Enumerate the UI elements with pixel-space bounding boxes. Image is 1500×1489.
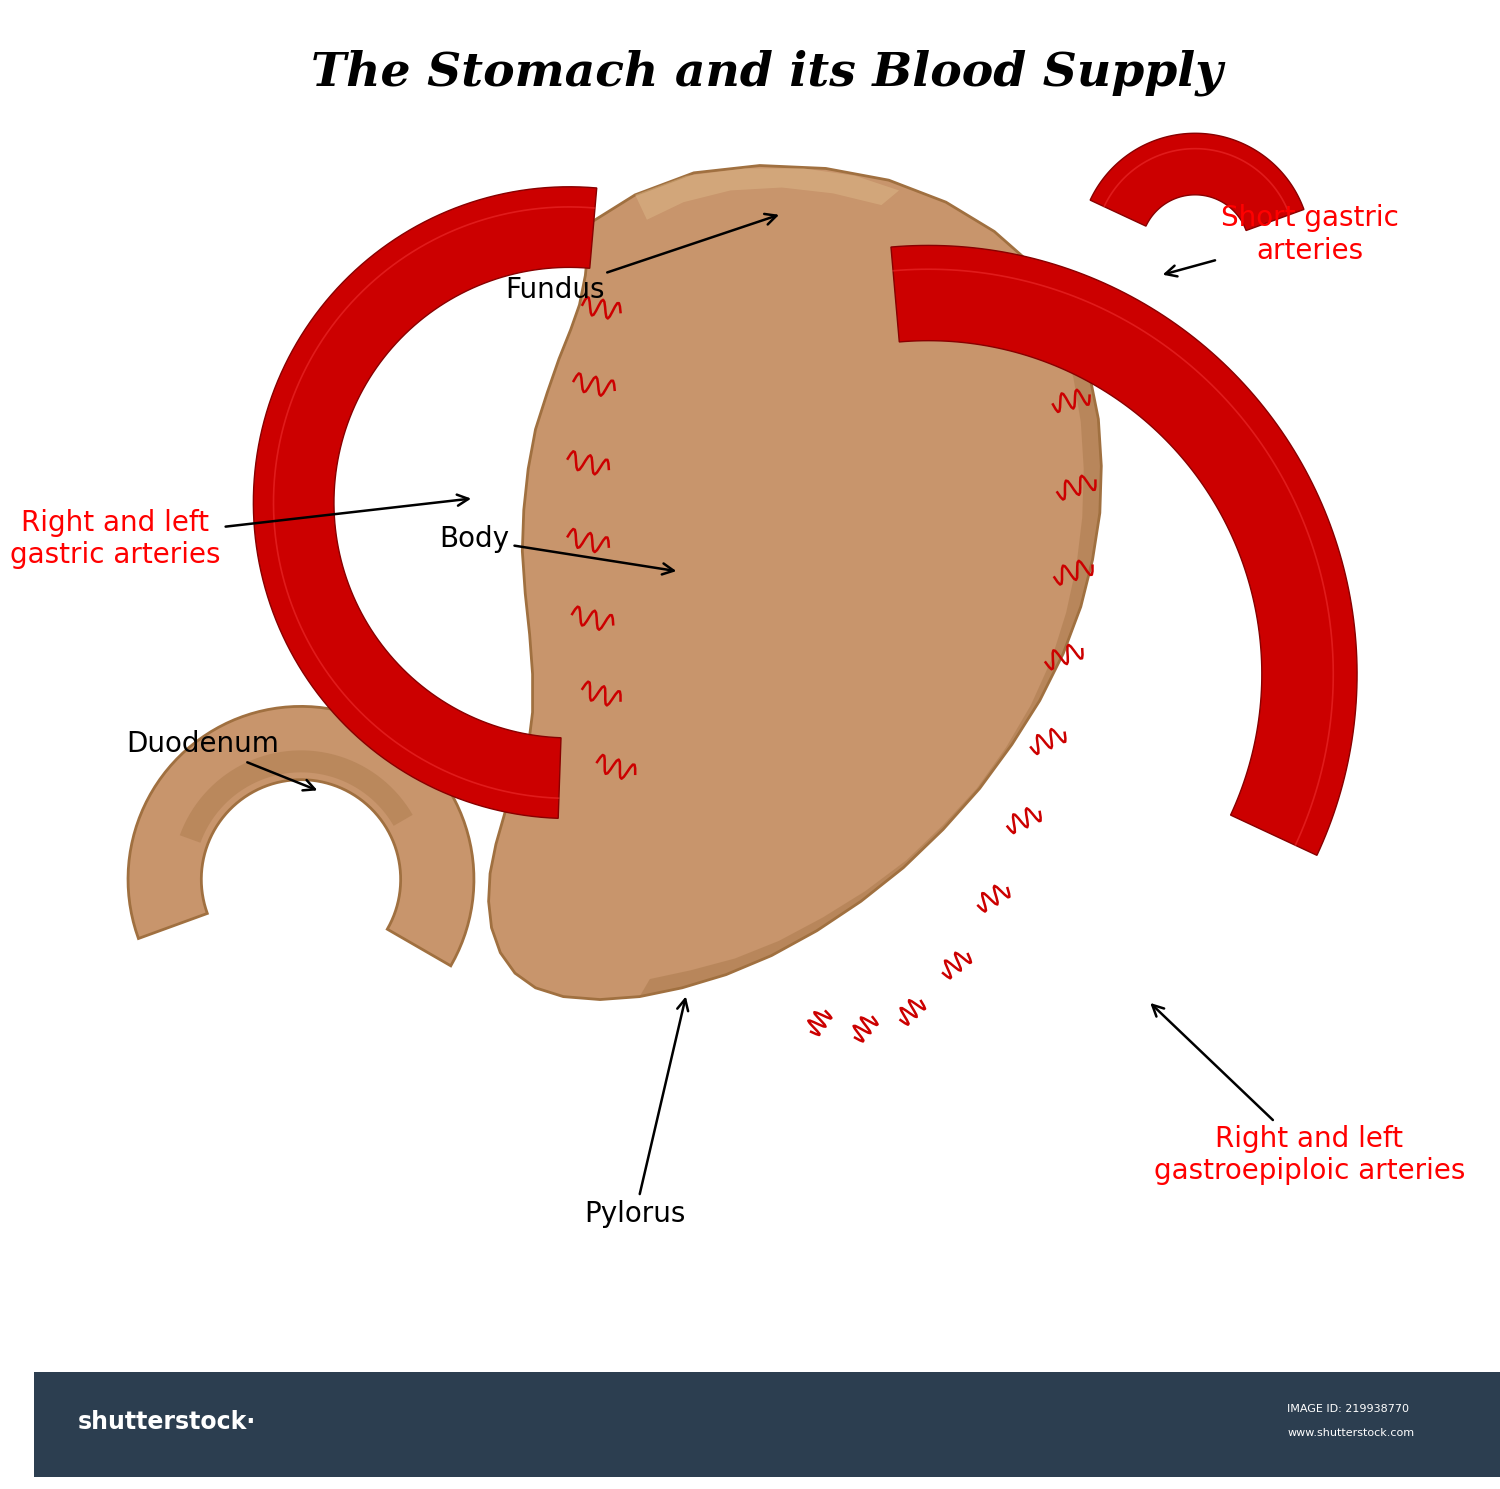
Polygon shape	[128, 706, 474, 966]
Polygon shape	[254, 186, 597, 819]
Bar	[34, 1371, 1500, 1477]
Polygon shape	[639, 298, 1101, 996]
Text: www.shutterstock.com: www.shutterstock.com	[1287, 1428, 1414, 1438]
Text: IMAGE ID: 219938770: IMAGE ID: 219938770	[1287, 1404, 1410, 1413]
Text: shutterstock·: shutterstock·	[78, 1410, 256, 1434]
Text: Short gastric
arteries: Short gastric arteries	[1166, 204, 1398, 277]
Text: Fundus: Fundus	[506, 214, 777, 304]
Polygon shape	[891, 246, 1358, 855]
Text: Pylorus: Pylorus	[585, 999, 688, 1227]
Polygon shape	[634, 168, 898, 220]
Polygon shape	[180, 750, 412, 843]
Polygon shape	[489, 165, 1101, 999]
Text: Right and left
gastric arteries: Right and left gastric arteries	[9, 494, 468, 569]
Text: Body: Body	[440, 526, 674, 575]
Text: The Stomach and its Blood Supply: The Stomach and its Blood Supply	[310, 51, 1222, 97]
Text: Duodenum: Duodenum	[126, 731, 315, 791]
Text: Right and left
gastroepiploic arteries: Right and left gastroepiploic arteries	[1152, 1005, 1466, 1185]
Polygon shape	[1090, 134, 1304, 231]
